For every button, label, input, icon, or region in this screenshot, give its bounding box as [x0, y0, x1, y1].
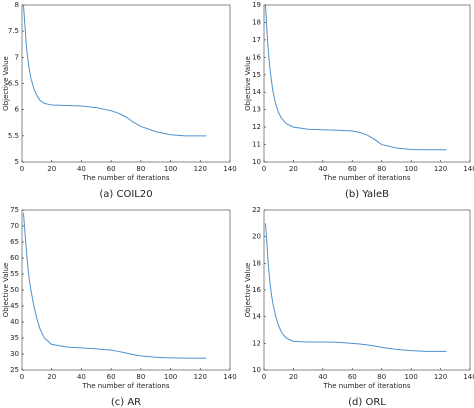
x-tick-label: 120 — [194, 373, 207, 381]
plot-frame — [21, 4, 231, 163]
y-tick-label: 70 — [10, 222, 19, 230]
x-tick-label: 80 — [377, 373, 386, 381]
y-tick-label: 6 — [15, 106, 20, 114]
plot-frame — [21, 209, 231, 371]
y-tick-label: 16 — [252, 286, 261, 294]
y-tick-label: 10 — [252, 158, 261, 166]
y-tick-label: 10 — [252, 366, 261, 374]
y-tick-label: 50 — [10, 286, 19, 294]
y-tick-label: 30 — [10, 350, 19, 358]
x-tick-label: 20 — [47, 165, 56, 173]
plot-frame — [263, 4, 471, 163]
y-tick-label: 5.5 — [8, 132, 19, 140]
x-axis-label: The number of iterations — [82, 382, 170, 390]
x-tick-label: 40 — [318, 373, 327, 381]
y-tick-label: 7 — [15, 53, 19, 61]
plot-frame — [263, 209, 471, 371]
x-tick-label: 140 — [463, 165, 474, 173]
x-tick-label: 120 — [194, 165, 207, 173]
y-tick-label: 14 — [252, 313, 261, 321]
x-tick-label: 0 — [20, 373, 24, 381]
series-line — [22, 213, 207, 359]
y-tick-label: 5 — [15, 158, 19, 166]
series-line — [264, 223, 447, 352]
x-tick-label: 60 — [107, 165, 116, 173]
y-tick-label: 17 — [252, 36, 261, 44]
y-tick-label: 60 — [10, 254, 19, 262]
caption: (a) COIL20 — [99, 189, 152, 200]
x-tick-label: 120 — [434, 165, 447, 173]
x-tick-label: 20 — [47, 373, 56, 381]
y-tick-label: 16 — [252, 53, 261, 61]
y-tick-label: 13 — [252, 106, 261, 114]
caption: (d) ORL — [348, 397, 386, 408]
y-tick-label: 6.5 — [8, 80, 19, 88]
x-tick-label: 140 — [223, 373, 236, 381]
x-tick-label: 100 — [404, 373, 417, 381]
series-line — [264, 5, 447, 151]
y-tick-label: 40 — [10, 318, 19, 326]
x-tick-label: 0 — [20, 165, 24, 173]
y-tick-label: 45 — [10, 302, 19, 310]
y-tick-label: 20 — [252, 233, 261, 241]
x-axis-label: The number of iterations — [323, 382, 411, 390]
y-tick-label: 12 — [252, 123, 261, 131]
x-tick-label: 60 — [348, 373, 357, 381]
y-axis-label: Objective Value — [2, 56, 10, 111]
x-tick-label: 0 — [262, 165, 266, 173]
y-tick-label: 14 — [252, 88, 261, 96]
x-tick-label: 40 — [77, 373, 86, 381]
x-tick-label: 80 — [136, 165, 145, 173]
y-tick-label: 12 — [252, 339, 261, 347]
y-tick-label: 22 — [252, 206, 261, 214]
x-tick-label: 80 — [377, 165, 386, 173]
x-tick-label: 0 — [262, 373, 266, 381]
x-axis-label: The number of iterations — [323, 174, 411, 182]
y-tick-label: 8 — [15, 1, 19, 9]
x-tick-label: 40 — [318, 165, 327, 173]
y-tick-label: 15 — [252, 71, 261, 79]
x-tick-label: 40 — [77, 165, 86, 173]
x-tick-label: 20 — [289, 373, 298, 381]
x-axis-label: The number of iterations — [82, 174, 170, 182]
y-tick-label: 7.5 — [8, 27, 19, 35]
y-axis-label: Objective Value — [244, 263, 252, 318]
y-tick-label: 55 — [10, 270, 19, 278]
y-tick-label: 11 — [252, 141, 261, 149]
x-tick-label: 100 — [164, 373, 177, 381]
caption: (c) AR — [111, 397, 141, 408]
y-axis-label: Objective Value — [2, 263, 10, 318]
x-tick-label: 140 — [223, 165, 236, 173]
y-tick-label: 18 — [252, 18, 261, 26]
x-tick-label: 60 — [348, 165, 357, 173]
y-tick-label: 75 — [10, 206, 19, 214]
x-tick-label: 60 — [107, 373, 116, 381]
y-tick-label: 35 — [10, 334, 19, 342]
y-tick-label: 25 — [10, 366, 19, 374]
caption: (b) YaleB — [345, 189, 389, 200]
x-tick-label: 120 — [434, 373, 447, 381]
y-tick-label: 18 — [252, 259, 261, 267]
x-tick-label: 20 — [289, 165, 298, 173]
x-tick-label: 100 — [164, 165, 177, 173]
x-tick-label: 100 — [404, 165, 417, 173]
x-tick-label: 140 — [463, 373, 474, 381]
series-line — [22, 5, 207, 137]
y-tick-label: 65 — [10, 238, 19, 246]
y-tick-label: 19 — [252, 1, 261, 9]
y-axis-label: Objective Value — [244, 56, 252, 111]
x-tick-label: 80 — [136, 373, 145, 381]
